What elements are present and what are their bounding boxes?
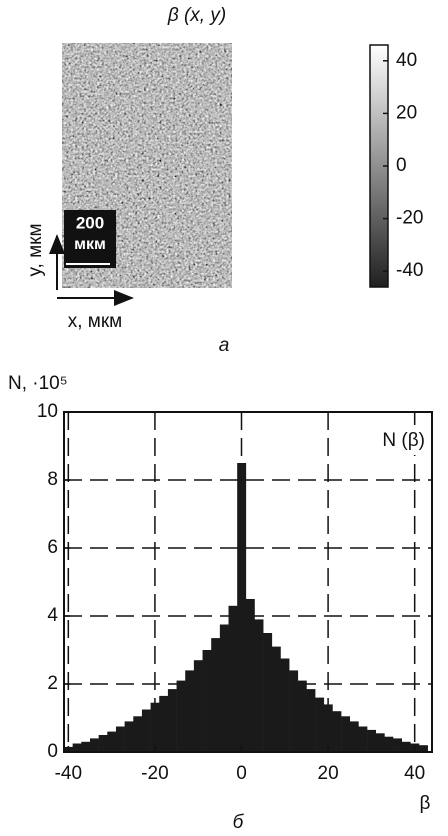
bar: [98, 735, 108, 752]
bar: [341, 716, 351, 752]
legend-box: [352, 425, 428, 455]
map-y-label: y, мкм: [25, 223, 46, 276]
y-tick-label: 0: [47, 741, 58, 762]
bar: [263, 633, 273, 752]
colorbar-tick-label: -40: [396, 260, 423, 281]
bar: [297, 680, 307, 752]
bar: [228, 605, 238, 752]
caption-a: а: [219, 335, 230, 356]
map-title: β (x, y): [167, 5, 226, 26]
y-tick-label: 4: [47, 605, 58, 626]
bar: [141, 709, 151, 752]
colorbar-tick-label: 40: [396, 50, 417, 71]
y-tick-label: 2: [47, 673, 58, 694]
bar: [332, 711, 342, 752]
bar: [254, 619, 264, 752]
x-tick-label: -20: [141, 763, 168, 784]
scale-bar-value: 200: [76, 213, 104, 232]
bar: [193, 660, 203, 752]
bar: [115, 726, 125, 752]
bar: [358, 726, 368, 752]
bar: [185, 670, 195, 752]
bar: [315, 697, 325, 752]
bar: [133, 716, 143, 752]
map-x-label: x, мкм: [68, 311, 123, 332]
bar: [176, 680, 186, 752]
bar: [107, 731, 117, 752]
y-tick-label: 10: [37, 401, 58, 422]
plot-frame: [63, 411, 433, 753]
legend: N (β): [382, 430, 425, 451]
bar: [375, 733, 385, 752]
histogram: 0 2 4 6 8 10 -40 -20 0 20 40 N (β) N, ·10⁵ β б: [8, 373, 433, 833]
bar: [289, 670, 299, 752]
bar: [349, 721, 359, 752]
scale-bar-unit: мкм: [74, 236, 106, 253]
bar: [393, 738, 402, 752]
caption-b: б: [233, 812, 245, 833]
x-tick-label: 40: [404, 763, 425, 784]
bar: [419, 745, 428, 752]
x-tick-label: -40: [55, 763, 82, 784]
bar: [211, 638, 221, 752]
bar: [72, 743, 82, 752]
scale-bar-box: [64, 210, 116, 268]
bar: [401, 741, 411, 752]
colorbar-ticks: 40 20 0 -20 -40: [383, 50, 423, 281]
bar: [323, 704, 333, 752]
bar: [150, 702, 160, 752]
bar: [384, 736, 394, 752]
y-tick-label: 8: [47, 469, 58, 490]
bar: [81, 741, 91, 752]
x-axis-label: β: [420, 793, 431, 814]
bar: [245, 599, 255, 752]
y-axis-label: N, ·10⁵: [8, 373, 68, 394]
bar: [306, 689, 316, 752]
bar: [159, 695, 169, 752]
bar: [219, 624, 229, 752]
bar: [367, 729, 377, 752]
y-tick-label: 6: [47, 537, 58, 558]
bar: [271, 646, 281, 752]
bar: [202, 650, 212, 752]
bar: [124, 721, 134, 752]
x-tick-label: 0: [236, 763, 247, 784]
colorbar-tick-label: 20: [396, 102, 417, 123]
bar: [237, 463, 247, 752]
colorbar-tick-label: -20: [396, 208, 423, 229]
x-tick-label: 20: [318, 763, 339, 784]
bar: [167, 689, 177, 752]
bar: [280, 658, 290, 752]
colorbar-tick-label: 0: [396, 155, 407, 176]
bar: [89, 738, 99, 752]
